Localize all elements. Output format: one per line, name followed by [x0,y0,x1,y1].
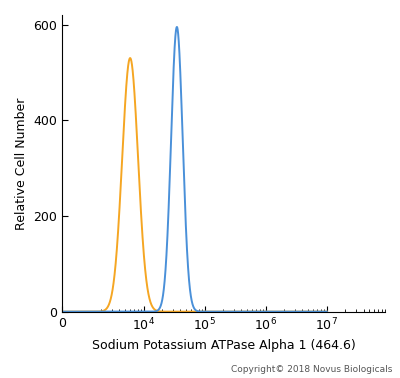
X-axis label: Sodium Potassium ATPase Alpha 1 (464.6): Sodium Potassium ATPase Alpha 1 (464.6) [92,339,356,352]
Y-axis label: Relative Cell Number: Relative Cell Number [15,97,28,229]
Text: Copyright© 2018 Novus Biologicals: Copyright© 2018 Novus Biologicals [231,365,392,374]
